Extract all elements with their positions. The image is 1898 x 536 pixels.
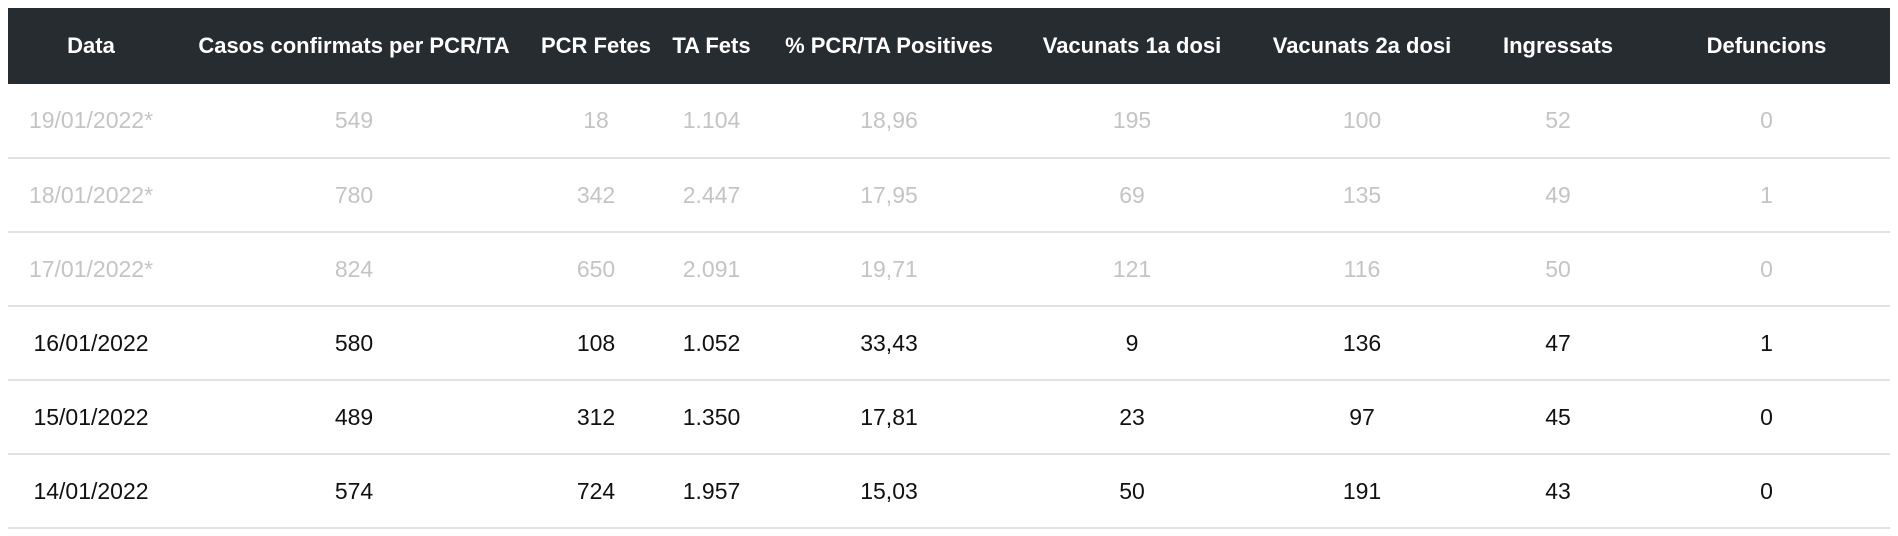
cell-positives: 17,81 bbox=[860, 403, 918, 430]
cell-vac2: 136 bbox=[1342, 329, 1382, 356]
table-row: 19/01/2022* 549 18 1.104 18,96 195 100 5… bbox=[8, 84, 1890, 158]
cell-pcr: 18 bbox=[583, 107, 609, 133]
cell-vac1: 50 bbox=[1119, 477, 1145, 504]
cell-pcr: 108 bbox=[576, 329, 616, 356]
cell-ta: 1.104 bbox=[682, 107, 741, 133]
cell-casos: 549 bbox=[334, 107, 374, 133]
header-ingressats[interactable]: Ingressats bbox=[1502, 33, 1614, 58]
cell-casos: 780 bbox=[334, 181, 374, 208]
cell-vac2: 116 bbox=[1343, 255, 1381, 282]
cell-positives: 19,71 bbox=[860, 255, 918, 282]
cell-ta: 1.052 bbox=[682, 329, 741, 356]
table-row: 14/01/2022 574 724 1.957 15,03 50 191 43… bbox=[8, 454, 1890, 528]
table-row: 15/01/2022 489 312 1.350 17,81 23 97 45 … bbox=[8, 380, 1890, 454]
table-row: 16/01/2022 580 108 1.052 33,43 9 136 47 … bbox=[8, 306, 1890, 380]
table-header-row: Data Casos confirmats per PCR/TA PCR Fet… bbox=[8, 8, 1890, 84]
cell-pcr: 724 bbox=[576, 477, 616, 504]
cell-vac1: 23 bbox=[1119, 403, 1145, 430]
cell-casos: 580 bbox=[334, 329, 374, 356]
cell-vac1: 195 bbox=[1112, 107, 1152, 133]
cell-ingressats: 49 bbox=[1545, 181, 1571, 208]
cell-defuncions: 0 bbox=[1760, 477, 1773, 504]
cell-vac2: 100 bbox=[1342, 107, 1382, 133]
cell-date: 19/01/2022* bbox=[28, 107, 154, 133]
header-vacunats-1a-dosi[interactable]: Vacunats 1a dosi bbox=[1042, 33, 1222, 58]
cell-pcr: 342 bbox=[576, 181, 616, 208]
cell-ta: 1.350 bbox=[682, 403, 741, 430]
cell-pcr: 312 bbox=[576, 403, 616, 430]
covid-data-table-container: Data Casos confirmats per PCR/TA PCR Fet… bbox=[8, 8, 1890, 529]
cell-ta: 1.957 bbox=[682, 477, 741, 504]
cell-casos: 489 bbox=[334, 403, 374, 430]
header-percent-positives[interactable]: % PCR/TA Positives bbox=[785, 33, 993, 58]
header-defuncions[interactable]: Defuncions bbox=[1706, 33, 1827, 58]
cell-ta: 2.447 bbox=[682, 181, 741, 208]
cell-vac2: 135 bbox=[1342, 181, 1382, 208]
cell-date: 17/01/2022* bbox=[28, 255, 154, 282]
cell-date: 16/01/2022 bbox=[33, 329, 149, 356]
cell-ta: 2.091 bbox=[682, 255, 741, 282]
header-data[interactable]: Data bbox=[67, 33, 115, 58]
header-vacunats-2a-dosi[interactable]: Vacunats 2a dosi bbox=[1272, 33, 1452, 58]
cell-date: 15/01/2022 bbox=[33, 403, 149, 430]
cell-defuncions: 1 bbox=[1760, 329, 1773, 356]
cell-positives: 17,95 bbox=[860, 181, 918, 208]
cell-vac1: 9 bbox=[1125, 329, 1139, 356]
cell-casos: 574 bbox=[334, 477, 374, 504]
cell-defuncions: 1 bbox=[1760, 181, 1773, 208]
covid-data-table: Data Casos confirmats per PCR/TA PCR Fet… bbox=[8, 8, 1890, 529]
cell-positives: 33,43 bbox=[860, 329, 918, 356]
header-casos-confirmats[interactable]: Casos confirmats per PCR/TA bbox=[198, 33, 510, 58]
table-body: 19/01/2022* 549 18 1.104 18,96 195 100 5… bbox=[8, 84, 1890, 528]
table-row: 17/01/2022* 824 650 2.091 19,71 121 116 … bbox=[8, 232, 1890, 306]
cell-defuncions: 0 bbox=[1760, 255, 1773, 282]
cell-vac1: 69 bbox=[1119, 181, 1145, 208]
header-ta-fets[interactable]: TA Fets bbox=[672, 33, 751, 58]
table-row: 18/01/2022* 780 342 2.447 17,95 69 135 4… bbox=[8, 158, 1890, 232]
cell-date: 18/01/2022* bbox=[28, 181, 154, 208]
cell-date: 14/01/2022 bbox=[33, 477, 149, 504]
cell-ingressats: 45 bbox=[1545, 403, 1571, 430]
cell-ingressats: 47 bbox=[1545, 329, 1571, 356]
cell-pcr: 650 bbox=[576, 255, 616, 282]
cell-positives: 18,96 bbox=[860, 107, 918, 133]
header-pcr-fetes[interactable]: PCR Fetes bbox=[540, 33, 652, 58]
cell-defuncions: 0 bbox=[1760, 403, 1773, 430]
cell-positives: 15,03 bbox=[860, 477, 918, 504]
cell-defuncions: 0 bbox=[1760, 107, 1773, 133]
cell-casos: 824 bbox=[334, 255, 374, 282]
cell-ingressats: 50 bbox=[1545, 255, 1571, 282]
cell-vac2: 191 bbox=[1342, 477, 1382, 504]
cell-vac2: 97 bbox=[1349, 403, 1375, 430]
cell-ingressats: 43 bbox=[1545, 477, 1571, 504]
cell-vac1: 121 bbox=[1112, 255, 1152, 282]
cell-ingressats: 52 bbox=[1545, 107, 1571, 133]
